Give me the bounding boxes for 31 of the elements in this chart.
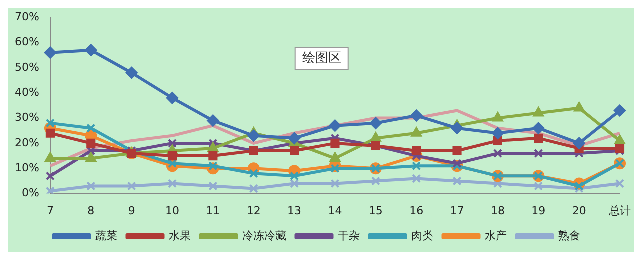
x-tick-label: 8 bbox=[88, 204, 95, 218]
y-tick-label: 70% bbox=[14, 10, 40, 24]
y-tick-label: 60% bbox=[14, 36, 40, 49]
y-tick-label: 0% bbox=[22, 186, 40, 200]
x-tick-label: 7 bbox=[46, 204, 54, 218]
x-tick-label: 16 bbox=[410, 204, 424, 218]
x-tick-label: 11 bbox=[206, 204, 220, 218]
x-tick-label: 9 bbox=[128, 204, 136, 218]
x-tick-label: 15 bbox=[368, 204, 383, 218]
annotation: 绘图区 bbox=[302, 50, 342, 66]
y-tick-label: 50% bbox=[14, 60, 40, 74]
x-tick-label: 18 bbox=[490, 204, 505, 218]
legend-label: 熟食 bbox=[558, 229, 580, 242]
legend-label: 水果 bbox=[168, 229, 191, 242]
legend-label: 肉类 bbox=[411, 229, 434, 242]
y-tick-label: 10% bbox=[14, 161, 40, 174]
x-tick-label: 17 bbox=[450, 204, 464, 218]
legend-label: 水产 bbox=[484, 229, 507, 242]
x-tick-label: 总计 bbox=[608, 204, 631, 218]
x-tick-label: 19 bbox=[532, 204, 546, 218]
y-tick-label: 40% bbox=[14, 86, 40, 99]
legend-label: 蔬菜 bbox=[95, 229, 118, 242]
legend-label: 干杂 bbox=[338, 229, 360, 242]
y-tick-label: 20% bbox=[14, 136, 40, 150]
y-tick-label: 30% bbox=[14, 111, 40, 124]
x-tick-label: 10 bbox=[165, 204, 180, 218]
legend-label: 冷冻冷藏 bbox=[242, 229, 286, 242]
x-tick-label: 14 bbox=[328, 204, 342, 218]
x-tick-label: 20 bbox=[572, 204, 586, 218]
x-tick-label: 12 bbox=[246, 204, 261, 218]
x-tick-label: 13 bbox=[288, 204, 302, 218]
